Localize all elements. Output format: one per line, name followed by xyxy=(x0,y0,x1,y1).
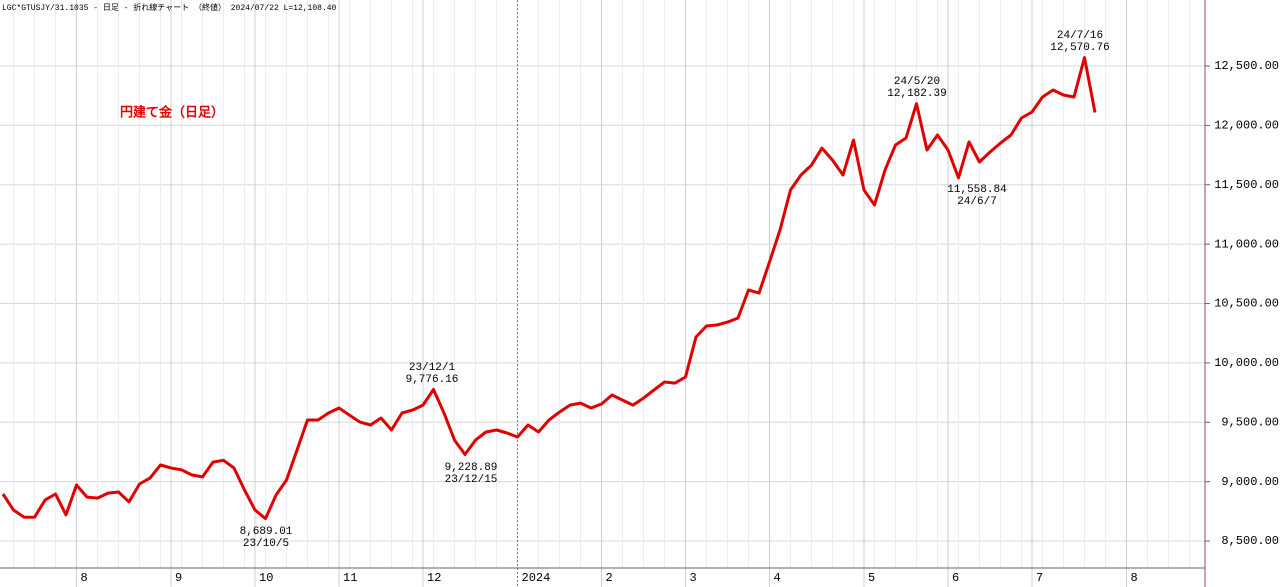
annotation: 12,182.39 xyxy=(887,88,946,100)
y-tick-label: 12,500.00 xyxy=(1214,59,1279,73)
annotation: 9,776.16 xyxy=(406,374,459,386)
price-line xyxy=(1,56,1097,521)
annotation: 23/12/1 xyxy=(409,362,456,374)
x-tick-label: 12 xyxy=(427,571,441,585)
x-tick-label: 2024 xyxy=(522,571,551,585)
x-tick-label: 8 xyxy=(81,571,88,585)
y-tick-label: 9,000.00 xyxy=(1221,475,1279,489)
annotation: 24/5/20 xyxy=(894,76,940,88)
x-tick-label: 2 xyxy=(606,571,613,585)
annotation: 23/12/15 xyxy=(445,474,498,486)
annotation: 9,228.89 xyxy=(445,462,498,474)
x-tick-label: 7 xyxy=(1036,571,1043,585)
x-tick-label: 10 xyxy=(259,571,273,585)
annotation: 24/6/7 xyxy=(957,196,997,208)
annotation: 8,689.01 xyxy=(240,526,293,538)
x-tick-label: 4 xyxy=(774,571,781,585)
y-tick-label: 11,500.00 xyxy=(1214,178,1279,192)
y-tick-label: 11,000.00 xyxy=(1214,237,1279,251)
x-tick-label: 9 xyxy=(175,571,182,585)
chart-title: 円建て金（日足） xyxy=(120,104,224,119)
x-tick-label: 3 xyxy=(690,571,697,585)
y-tick-label: 10,500.00 xyxy=(1214,297,1279,311)
x-tick-label: 6 xyxy=(952,571,959,585)
y-tick-label: 9,500.00 xyxy=(1221,415,1279,429)
x-tick-label: 5 xyxy=(868,571,875,585)
y-tick-label: 10,000.00 xyxy=(1214,356,1279,370)
chart-subtitle: LGC*GTUSJY/31.1035 - 日足 - 折れ線チャート （終値） 2… xyxy=(2,2,337,13)
y-tick-label: 8,500.00 xyxy=(1221,534,1279,548)
annotation: 24/7/16 xyxy=(1057,30,1103,42)
annotation: 12,570.76 xyxy=(1050,42,1109,54)
annotation: 11,558.84 xyxy=(947,184,1007,196)
annotation: 23/10/5 xyxy=(243,538,289,550)
y-tick-label: 12,000.00 xyxy=(1214,119,1279,133)
x-tick-label: 8 xyxy=(1131,571,1138,585)
grid xyxy=(0,0,1205,587)
x-tick-label: 11 xyxy=(343,571,357,585)
